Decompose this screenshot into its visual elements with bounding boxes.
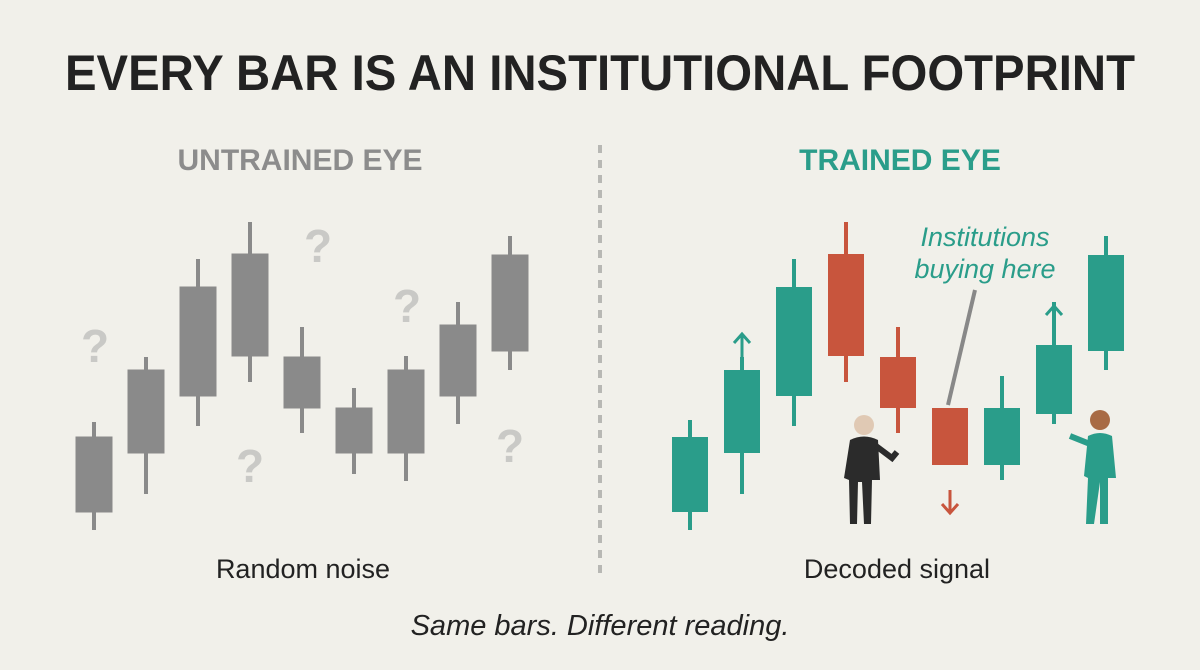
- left-caption: Random noise: [216, 554, 390, 584]
- annotation: Institutions buying here: [914, 222, 1055, 284]
- person-left: [844, 415, 900, 524]
- question-marks: ?? ?? ?: [81, 220, 524, 492]
- person-right: [1068, 410, 1116, 524]
- left-heading: UNTRAINED EYE: [177, 144, 422, 177]
- right-heading: TRAINED EYE: [799, 144, 1001, 177]
- title: EVERY BAR IS AN INSTITUTIONAL FOOTPRINT: [65, 45, 1135, 101]
- untrained-candles: [75, 222, 529, 530]
- trained-candles: [672, 222, 1124, 530]
- arrows: [732, 303, 1064, 516]
- svg-text:?: ?: [496, 420, 524, 472]
- svg-text:?: ?: [304, 220, 332, 272]
- footer: Same bars. Different reading.: [411, 610, 790, 642]
- right-caption: Decoded signal: [804, 554, 990, 584]
- annotation-pointer: [946, 289, 977, 406]
- svg-text:?: ?: [393, 280, 421, 332]
- svg-text:?: ?: [81, 320, 109, 372]
- svg-text:?: ?: [236, 440, 264, 492]
